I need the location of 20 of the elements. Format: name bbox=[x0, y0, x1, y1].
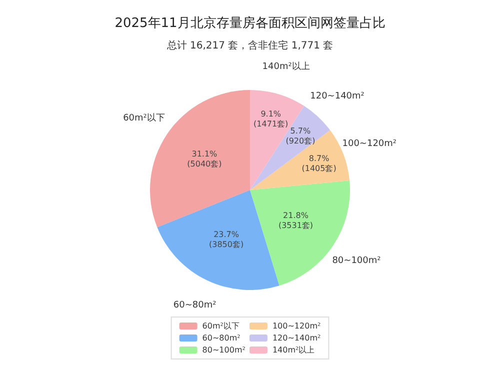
data-label: 8.7% (1405套) bbox=[302, 154, 336, 173]
data-label: 5.7% (920套) bbox=[286, 126, 316, 146]
chart-subtitle: 总计 16,217 套，含非住宅 1,771 套 bbox=[166, 40, 334, 52]
legend-label: 60~80m² bbox=[202, 334, 240, 342]
chart-title: 2025年11月北京存量房各面积区间网签量占比 bbox=[114, 15, 386, 31]
legend-label: 60m²以下 bbox=[202, 322, 240, 330]
slice-label: 60~80m² bbox=[173, 300, 217, 310]
legend-label: 140m²以上 bbox=[272, 346, 315, 354]
slice-label: 80~100m² bbox=[332, 256, 382, 266]
slice-label: 60m²以下 bbox=[123, 112, 165, 124]
slice-label: 120~140m² bbox=[310, 91, 365, 102]
data-label: 23.7% (3850套) bbox=[208, 230, 244, 250]
legend-label: 100~120m² bbox=[272, 322, 321, 330]
data-label: 31.1% (5040套) bbox=[187, 150, 222, 169]
data-label: 9.1% (1471套) bbox=[254, 109, 288, 128]
data-label: 21.8% (3531套) bbox=[278, 211, 314, 230]
legend-label: 80~100m² bbox=[202, 346, 246, 354]
slice-label: 140m²以上 bbox=[262, 61, 310, 72]
legend-label: 120~140m² bbox=[272, 334, 321, 342]
slice-label: 100~120m² bbox=[342, 138, 397, 149]
